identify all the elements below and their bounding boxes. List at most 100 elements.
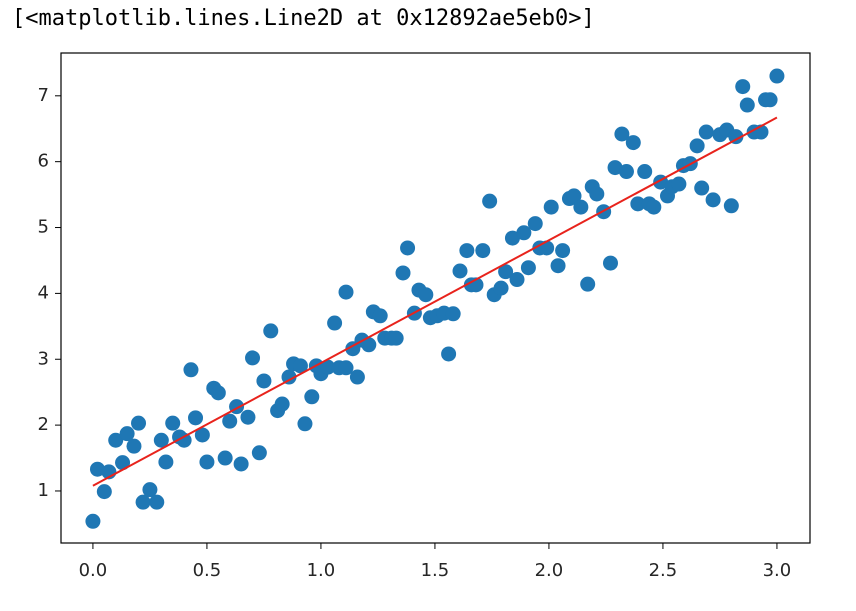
scatter-point: [475, 243, 491, 259]
plot-frame: [60, 52, 811, 544]
y-tick-label: 5: [38, 217, 49, 238]
scatter-point: [689, 138, 705, 154]
scatter-point: [520, 260, 536, 276]
x-tick-label: 0.5: [193, 560, 222, 581]
scatter-point: [263, 323, 279, 339]
y-tick-label: 2: [38, 414, 49, 435]
scatter-point: [445, 306, 461, 322]
scatter-point: [349, 369, 365, 385]
scatter-point: [361, 337, 377, 353]
scatter-point: [735, 79, 751, 95]
scatter-point: [550, 258, 566, 274]
x-tick-label: 3.0: [763, 560, 792, 581]
scatter-point: [338, 284, 354, 300]
scatter-point: [153, 432, 169, 448]
scatter-point: [142, 482, 158, 498]
scatter-point: [527, 216, 543, 232]
x-tick-label: 2.0: [535, 560, 564, 581]
y-tick-label: 1: [38, 480, 49, 501]
scatter-point: [327, 315, 343, 331]
scatter-point: [89, 461, 105, 477]
fit-line: [92, 116, 778, 487]
scatter-point: [395, 265, 411, 281]
scatter-point: [297, 416, 313, 432]
scatter-point: [646, 199, 662, 215]
scatter-point: [188, 410, 204, 426]
scatter-point: [135, 494, 151, 510]
scatter-point: [158, 454, 174, 470]
scatter-point: [509, 272, 525, 288]
x-tick-label: 1.5: [421, 560, 450, 581]
scatter-point: [256, 373, 272, 389]
y-tick-label: 7: [38, 85, 49, 106]
scatter-point: [131, 415, 147, 431]
scatter-point: [281, 369, 297, 385]
scatter-point: [126, 438, 142, 454]
scatter-point: [119, 426, 135, 442]
scatter-point: [85, 513, 101, 529]
scatter-point: [516, 225, 532, 241]
scatter-point: [245, 350, 261, 366]
scatter-point: [607, 160, 623, 176]
scatter-point: [728, 129, 744, 145]
scatter-point: [176, 432, 192, 448]
scatter-point: [498, 264, 514, 280]
scatter-point: [566, 188, 582, 204]
scatter-point: [573, 199, 589, 215]
scatter-point: [217, 450, 233, 466]
scatter-point: [233, 456, 249, 472]
scatter-point: [739, 97, 755, 113]
scatter-point: [222, 413, 238, 429]
scatter-point: [388, 330, 404, 346]
scatter-point: [698, 124, 714, 140]
scatter-point: [637, 164, 653, 180]
y-tick-label: 6: [38, 151, 49, 172]
scatter-point: [199, 454, 215, 470]
scatter-point: [459, 243, 475, 259]
y-tick-label: 4: [38, 282, 49, 303]
scatter-point: [304, 389, 320, 405]
scatter-point: [723, 198, 739, 214]
output-text: [<matplotlib.lines.Line2D at 0x12892ae5e…: [12, 6, 595, 31]
scatter-point: [625, 135, 641, 151]
scatter-point: [96, 484, 112, 500]
scatter-point: [108, 432, 124, 448]
scatter-point: [183, 362, 199, 378]
scatter-point: [671, 176, 687, 192]
x-tick-label: 0.0: [79, 560, 108, 581]
scatter-point: [602, 255, 618, 271]
x-tick-label: 2.5: [649, 560, 678, 581]
scatter-point: [630, 196, 646, 212]
scatter-point: [482, 193, 498, 209]
scatter-point: [251, 445, 267, 461]
scatter-point: [338, 360, 354, 376]
scatter-point: [400, 240, 416, 256]
scatter-point: [555, 243, 571, 259]
scatter-point: [452, 263, 468, 279]
y-tick-label: 3: [38, 348, 49, 369]
scatter-point: [762, 92, 778, 108]
scatter-point: [543, 199, 559, 215]
scatter-point: [274, 396, 290, 412]
scatter-point: [115, 455, 131, 471]
scatter-point: [149, 494, 165, 510]
scatter-point: [165, 415, 181, 431]
scatter-point: [694, 180, 710, 196]
scatter-point: [504, 230, 520, 246]
scatter-point: [580, 276, 596, 292]
scatter-point: [240, 409, 256, 425]
scatter-point: [320, 359, 336, 375]
x-tick-label: 1.0: [307, 560, 336, 581]
scatter-point: [539, 240, 555, 256]
scatter-point: [618, 164, 634, 180]
scatter-point: [418, 287, 434, 303]
scatter-point: [769, 68, 785, 84]
scatter-point: [705, 192, 721, 208]
scatter-point: [210, 385, 226, 401]
scatter-point: [493, 280, 509, 296]
scatter-point: [372, 308, 388, 324]
scatter-point: [614, 126, 630, 142]
scatter-point: [292, 358, 308, 374]
